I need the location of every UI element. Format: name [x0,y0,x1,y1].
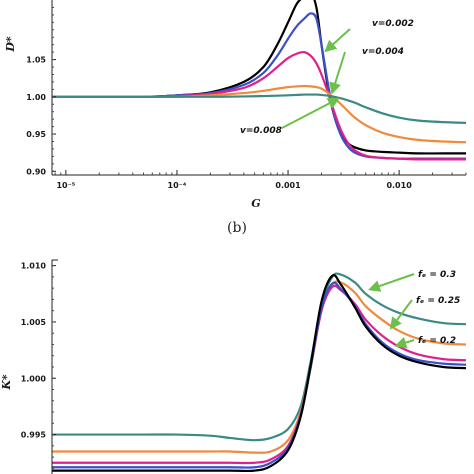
bottom-y-axis-label: K* [0,374,13,391]
top-series-line-0 [52,0,466,155]
bottom-annotation-arrow [368,273,415,292]
panel-caption: (b) [227,220,247,236]
top-x-tick-label: 0.010 [386,181,412,190]
top-x-tick-label: 0.001 [275,181,301,190]
bottom-annotation-label: fₑ = 0.2 [418,336,456,346]
top-annotation-label: v=0.008 [240,126,282,136]
top-y-axis-label: D* [4,36,17,53]
bottom-y-tick-label: 0.995 [21,431,47,440]
bottom-annotation-arrow [394,336,415,349]
top-annotation-arrow [281,97,340,129]
top-series-line-2 [52,50,466,161]
top-ticks: 0.90 0.95 1.00 1.05 10⁻⁵ 10⁻⁴ 0.001 0.010 [26,6,467,190]
bottom-annotation-label: fₑ = 0.25 [416,296,460,306]
top-annotation-arrow [324,28,351,53]
bottom-y-tick-label: 1.010 [21,262,47,271]
top-x-axis-label: G [251,197,260,210]
top-y-tick-label: 0.90 [26,167,46,176]
top-annotation-arrow [329,51,346,95]
top-x-tick-label: 10⁻⁵ [56,181,75,190]
top-y-tick-label: 0.95 [26,130,46,139]
top-annotation-label: v=0.004 [362,47,404,57]
top-annotation-label: v=0.002 [372,19,414,29]
bottom-annotations: fₑ = 0.3 fₑ = 0.25 fₑ = 0.2 [368,270,460,349]
bottom-series-line-1 [52,280,466,454]
bottom-y-tick-label: 1.005 [21,318,47,327]
bottom-ticks: 0.995 1.000 1.005 1.010 [21,259,58,469]
bottom-annotation-arrow [389,299,413,330]
top-x-tick-label: 10⁻⁴ [168,181,187,190]
top-annotations: v=0.002 v=0.004 v=0.008 [240,19,414,136]
bottom-series-group [52,272,466,473]
top-y-tick-label: 1.05 [26,56,46,65]
chart-bottom-panel: 0.995 1.000 1.005 1.010 K* fₑ = 0.3 fₑ = 0.2… [0,259,466,474]
top-series-line-4 [52,93,466,124]
bottom-series-line-4 [52,274,466,473]
top-series-line-3 [52,84,466,144]
bottom-y-tick-label: 1.000 [21,374,47,383]
top-series-group [52,0,466,161]
top-y-tick-label: 1.00 [26,93,46,102]
bottom-annotation-label: fₑ = 0.3 [418,270,456,280]
